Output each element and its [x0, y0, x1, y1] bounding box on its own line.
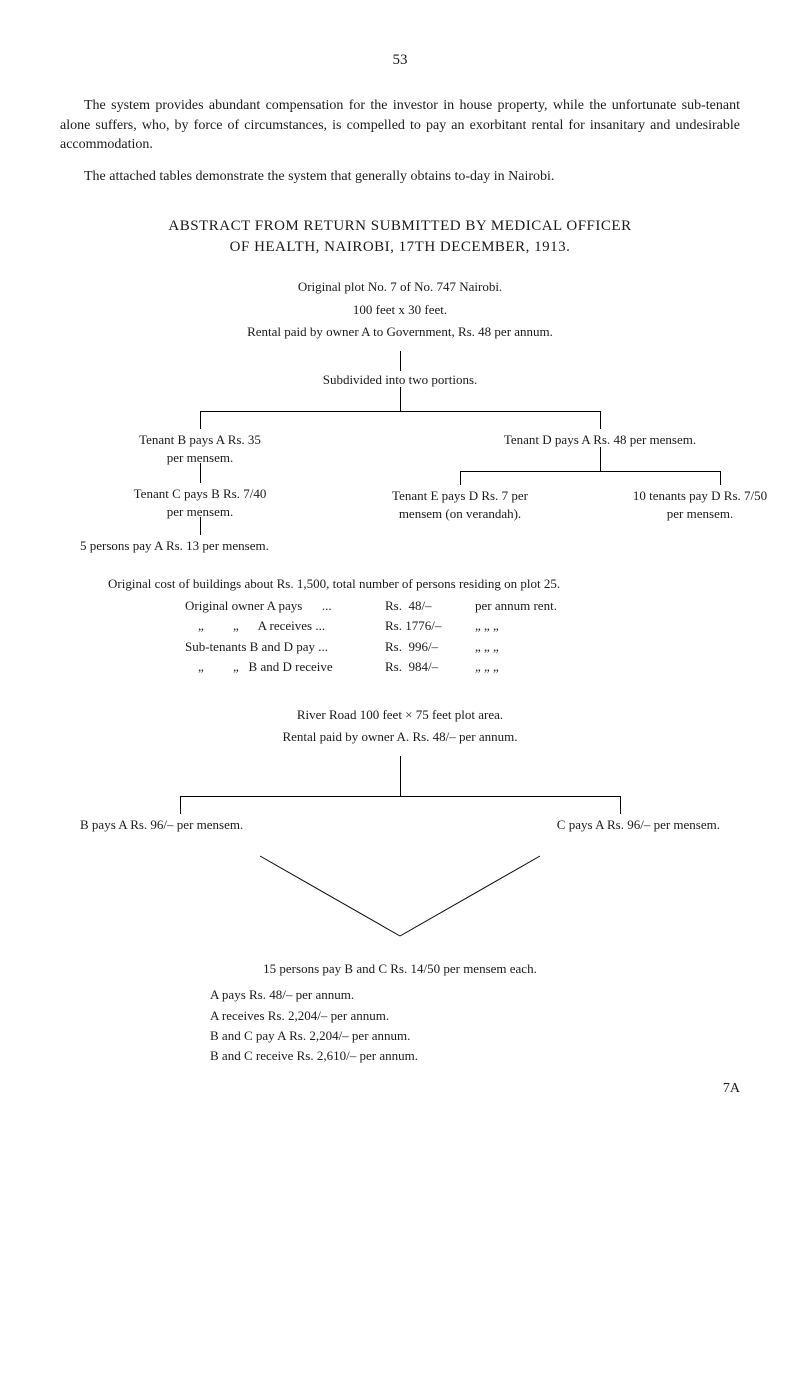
paragraph-1: The system provides abundant compensatio…: [60, 96, 740, 155]
cell: „ „ „: [475, 617, 615, 635]
tenant-e: Tenant E pays D Rs. 7 per mensem (on ver…: [360, 487, 560, 523]
table-row: „ „ A receives ... Rs. 1776/– „ „ „: [60, 617, 740, 635]
cell: Sub-tenants B and D pay ...: [185, 638, 385, 656]
table-row: Sub-tenants B and D pay ... Rs. 996/– „ …: [60, 638, 740, 656]
cell: „ „ A receives ...: [185, 617, 385, 635]
cell: Rs. 984/–: [385, 658, 475, 676]
table-row: „ „ B and D receive Rs. 984/– „ „ „: [60, 658, 740, 676]
paragraph-2: The attached tables demonstrate the syst…: [60, 167, 740, 187]
plot2-title: River Road 100 feet × 75 feet plot area.: [60, 706, 740, 724]
tenant-c: Tenant C pays B Rs. 7/40 per mensem.: [100, 485, 300, 521]
table-row: Original owner A pays ... Rs. 48/– per a…: [60, 597, 740, 615]
v-diagram: [220, 846, 580, 956]
tenant-b: Tenant B pays A Rs. 35 per mensem.: [100, 431, 300, 467]
ten-tenants: 10 tenants pay D Rs. 7/50 per mensem.: [600, 487, 800, 523]
cell: Rs. 996/–: [385, 638, 475, 656]
plot1-rental: Rental paid by owner A to Government, Rs…: [60, 323, 740, 341]
plot1-title: Original plot No. 7 of No. 747 Nairobi.: [60, 278, 740, 296]
fifteen-persons: 15 persons pay B and C Rs. 14/50 per men…: [60, 960, 740, 978]
cell: Rs. 1776/–: [385, 617, 475, 635]
abstract-heading: ABSTRACT FROM RETURN SUBMITTED BY MEDICA…: [60, 216, 740, 258]
cell: Original owner A pays ...: [185, 597, 385, 615]
cell: „ „ „: [475, 638, 615, 656]
page-footer: 7A: [60, 1079, 740, 1099]
plot2-rental: Rental paid by owner A. Rs. 48/– per ann…: [60, 728, 740, 746]
note-line: A pays Rs. 48/– per annum.: [210, 986, 590, 1004]
plot1-dims: 100 feet x 30 feet.: [60, 301, 740, 319]
cell: „ „ B and D receive: [185, 658, 385, 676]
tree-diagram-1: Subdivided into two portions. Tenant B p…: [80, 351, 720, 561]
heading-line-1: ABSTRACT FROM RETURN SUBMITTED BY MEDICA…: [60, 216, 740, 237]
five-persons: 5 persons pay A Rs. 13 per mensem.: [80, 537, 269, 555]
page-number: 53: [60, 50, 740, 71]
summary-notes: A pays Rs. 48/– per annum. A receives Rs…: [210, 986, 590, 1065]
heading-line-2: OF HEALTH, NAIROBI, 17TH DECEMBER, 1913.: [60, 237, 740, 258]
cost-summary-line: Original cost of buildings about Rs. 1,5…: [60, 575, 740, 593]
cell: Rs. 48/–: [385, 597, 475, 615]
cell: „ „ „: [475, 658, 615, 676]
b-pays: B pays A Rs. 96/– per mensem.: [80, 816, 243, 834]
tree-diagram-2: B pays A Rs. 96/– per mensem. C pays A R…: [80, 756, 720, 836]
note-line: B and C receive Rs. 2,610/– per annum.: [210, 1047, 590, 1065]
c-pays: C pays A Rs. 96/– per mensem.: [557, 816, 720, 834]
cost-table: Original owner A pays ... Rs. 48/– per a…: [60, 597, 740, 676]
cell: per annum rent.: [475, 597, 615, 615]
note-line: A receives Rs. 2,204/– per annum.: [210, 1007, 590, 1025]
note-line: B and C pay A Rs. 2,204/– per annum.: [210, 1027, 590, 1045]
